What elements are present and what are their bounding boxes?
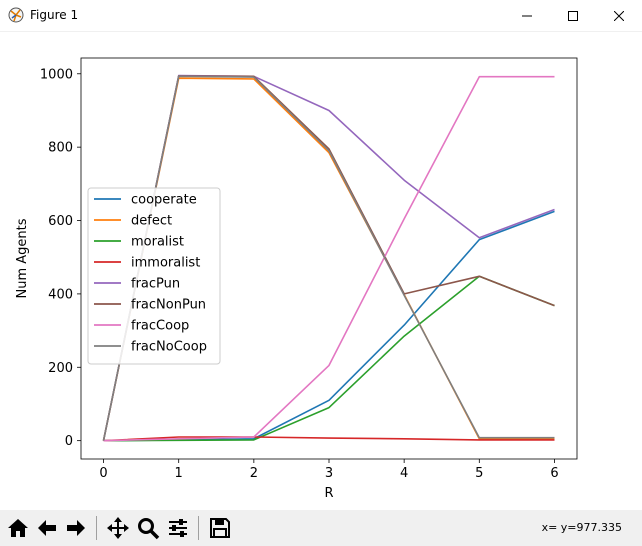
title-bar: Figure 1	[0, 0, 642, 32]
toolbar-separator	[198, 516, 199, 540]
legend-label: fracPun	[131, 277, 180, 292]
zoom-icon	[138, 518, 160, 540]
configure-subplots-button[interactable]	[164, 514, 192, 542]
y-tick-label: 400	[48, 287, 73, 302]
x-tick-label: 6	[550, 466, 558, 481]
maximize-icon	[568, 10, 578, 21]
legend-label: immoralist	[131, 256, 200, 271]
back-icon	[38, 520, 56, 536]
x-tick-label: 4	[400, 466, 408, 481]
x-axis-label: R	[324, 486, 333, 501]
matplotlib-icon	[8, 7, 24, 23]
minimize-button[interactable]	[504, 0, 550, 31]
forward-icon	[67, 520, 85, 536]
minimize-icon	[522, 15, 532, 16]
x-tick-label: 1	[175, 466, 183, 481]
x-tick-label: 2	[250, 466, 258, 481]
series-line-fracCoop	[103, 75, 555, 442]
x-tick-label: 5	[475, 466, 483, 481]
close-button[interactable]	[596, 0, 642, 31]
series-line-immoralist	[103, 436, 555, 442]
legend-label: cooperate	[131, 193, 197, 208]
legend-label: fracNoCoop	[131, 340, 207, 355]
zoom-button[interactable]	[134, 514, 162, 542]
y-axis-label: Num Agents	[15, 218, 30, 298]
window-title: Figure 1	[30, 8, 79, 22]
cursor-coordinates: x= y=977.335	[541, 521, 622, 534]
series-line-fracNoCoop	[102, 75, 555, 441]
y-tick-label: 600	[48, 214, 73, 229]
maximize-button[interactable]	[550, 0, 596, 31]
y-tick-label: 800	[48, 141, 73, 156]
y-tick-label: 200	[48, 361, 73, 376]
legend-label: moralist	[131, 235, 184, 250]
toolbar-separator	[96, 516, 97, 540]
x-tick-label: 0	[99, 466, 107, 481]
x-tick-label: 3	[325, 466, 333, 481]
line-chart: 0 1 2 3 4 5 6 0 200 400 600 800 1000 R Num Agents coope…	[15, 57, 578, 501]
legend-label: fracCoop	[131, 319, 189, 334]
navigation-toolbar: x= y=977.335	[0, 510, 642, 546]
pan-button[interactable]	[104, 514, 132, 542]
legend-label: fracNonPun	[131, 298, 206, 313]
home-button[interactable]	[4, 514, 32, 542]
close-icon	[614, 10, 624, 21]
figure-canvas[interactable]: 0 1 2 3 4 5 6 0 200 400 600 800 1000 R Num Agents coope…	[0, 32, 642, 510]
home-icon	[8, 519, 28, 537]
y-tick-label: 0	[65, 434, 73, 449]
configure-subplots-icon	[169, 519, 187, 537]
pan-icon	[107, 517, 129, 539]
y-tick-label: 1000	[40, 67, 73, 82]
legend-box	[87, 187, 221, 365]
save-button[interactable]	[206, 514, 234, 542]
save-icon	[210, 518, 230, 538]
back-button[interactable]	[33, 514, 61, 542]
legend-label: defect	[131, 214, 172, 229]
forward-button[interactable]	[62, 514, 90, 542]
